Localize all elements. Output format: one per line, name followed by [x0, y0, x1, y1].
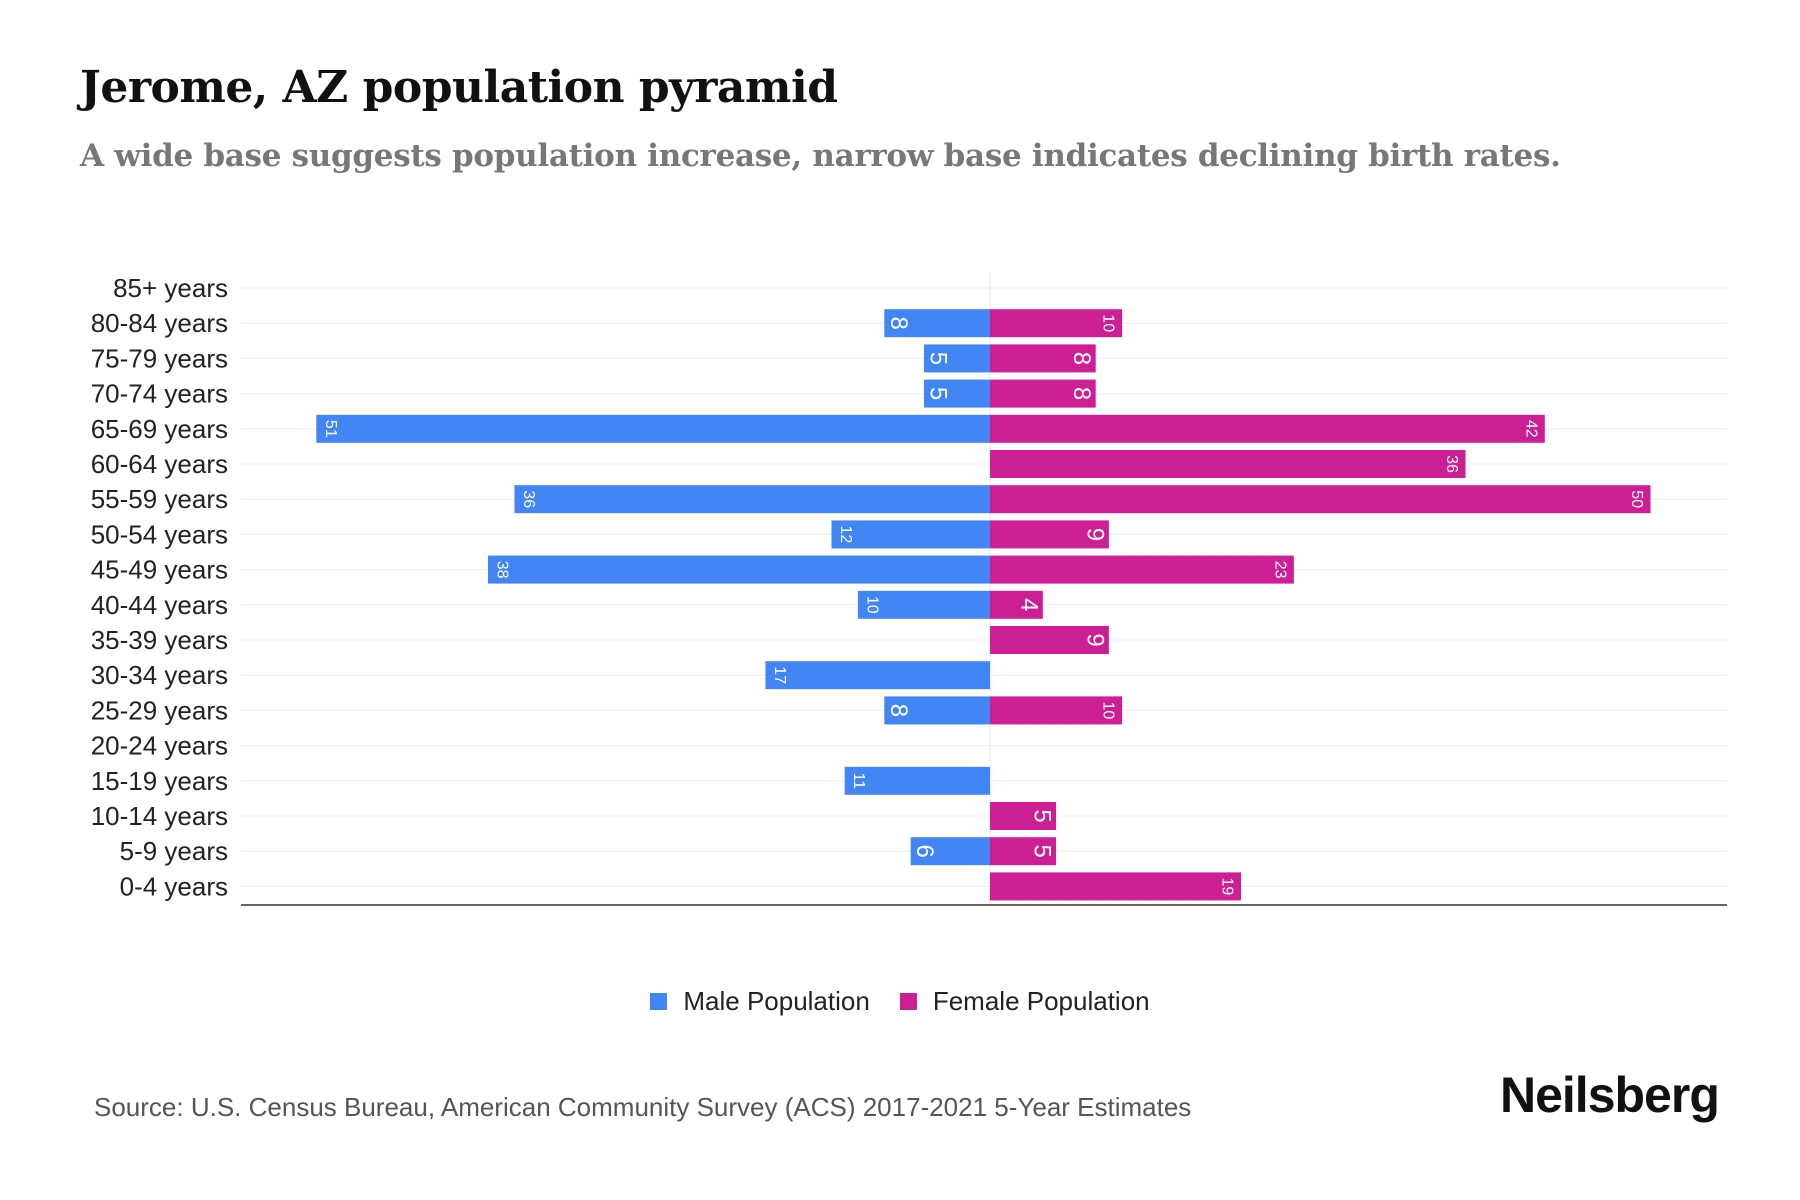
y-tick-label: 20-24 years [91, 731, 228, 761]
female-bar [990, 872, 1241, 901]
male-bar [884, 309, 990, 338]
data-label: 5 [1029, 845, 1056, 858]
y-tick-label: 75-79 years [91, 343, 228, 373]
data-label: 8 [1068, 387, 1095, 400]
legend-swatch-female [899, 993, 917, 1010]
y-tick-label: 70-74 years [91, 379, 228, 409]
male-bar [923, 379, 990, 408]
data-label: 42 [1522, 420, 1539, 438]
male-bar [831, 520, 990, 549]
y-tick-label: 45-49 years [91, 555, 228, 585]
data-label: 10 [863, 596, 880, 614]
male-bar [910, 837, 990, 866]
data-label: 19 [1218, 878, 1235, 896]
data-label: 36 [1443, 455, 1460, 473]
chart-title: Jerome, AZ population pyramid [80, 62, 838, 113]
data-label: 8 [885, 704, 912, 717]
male-bar [514, 485, 990, 514]
female-bar [990, 802, 1057, 830]
chart-subtitle: A wide base suggests population increase… [80, 138, 1561, 174]
y-tick-label: 50-54 years [91, 519, 228, 549]
y-tick-label: 55-59 years [91, 484, 228, 514]
data-label: 5 [924, 387, 951, 400]
legend-label-male: Male Population [683, 986, 870, 1016]
male-bar [857, 590, 990, 619]
y-tick-label: 0-4 years [120, 871, 228, 901]
legend-item-male[interactable]: Male Population [650, 986, 870, 1017]
female-bar [990, 344, 1096, 373]
source-note: Source: U.S. Census Bureau, American Com… [94, 1092, 1192, 1122]
data-label: 38 [494, 561, 511, 579]
male-bar [488, 555, 990, 584]
y-tick-label: 5-9 years [120, 836, 228, 866]
legend-item-female[interactable]: Female Population [899, 986, 1150, 1017]
female-bar [990, 837, 1057, 866]
female-bar [990, 414, 1545, 443]
data-label: 9 [1081, 528, 1108, 541]
male-bar [844, 766, 990, 795]
data-label: 23 [1271, 561, 1288, 579]
female-bar [990, 485, 1651, 514]
y-tick-label: 10-14 years [91, 801, 228, 831]
y-tick-label: 15-19 years [91, 766, 228, 796]
female-bar [990, 590, 1043, 619]
female-bar [990, 520, 1109, 549]
data-label: 9 [1081, 633, 1108, 646]
male-bar [923, 344, 990, 373]
data-label: 51 [322, 420, 339, 438]
legend-label-female: Female Population [932, 986, 1150, 1016]
female-bar [990, 309, 1123, 338]
y-tick-label: 40-44 years [91, 590, 228, 620]
data-label: 36 [520, 490, 537, 508]
male-bar [316, 414, 991, 443]
data-label: 6 [911, 845, 938, 858]
y-tick-label: 35-39 years [91, 625, 228, 655]
female-bar [990, 450, 1466, 478]
y-tick-label: 80-84 years [91, 308, 228, 338]
data-label: 10 [1100, 702, 1117, 720]
legend: Male Population Female Population [0, 986, 1800, 1017]
data-label: 11 [850, 772, 867, 789]
data-label: 12 [837, 526, 854, 544]
legend-swatch-male [650, 993, 668, 1010]
male-bar [884, 696, 990, 725]
y-tick-label: 30-34 years [91, 660, 228, 690]
y-tick-label: 85+ years [113, 273, 228, 303]
data-label: 8 [1068, 352, 1095, 365]
neilsberg-logo: Neilsberg [1500, 1067, 1720, 1123]
data-label: 5 [1029, 809, 1056, 822]
female-bar [990, 379, 1096, 408]
y-tick-label: 25-29 years [91, 695, 228, 725]
data-label: 10 [1100, 314, 1117, 332]
female-bar [990, 626, 1109, 654]
data-label: 50 [1628, 490, 1645, 508]
female-bar [990, 696, 1123, 725]
data-label: 8 [885, 317, 912, 330]
data-label: 5 [924, 352, 951, 365]
y-tick-label: 65-69 years [91, 414, 228, 444]
male-bar [765, 661, 990, 690]
female-bar [990, 555, 1294, 584]
y-tick-label: 60-64 years [91, 449, 228, 479]
data-label: 17 [771, 666, 788, 684]
data-label: 4 [1015, 598, 1042, 611]
